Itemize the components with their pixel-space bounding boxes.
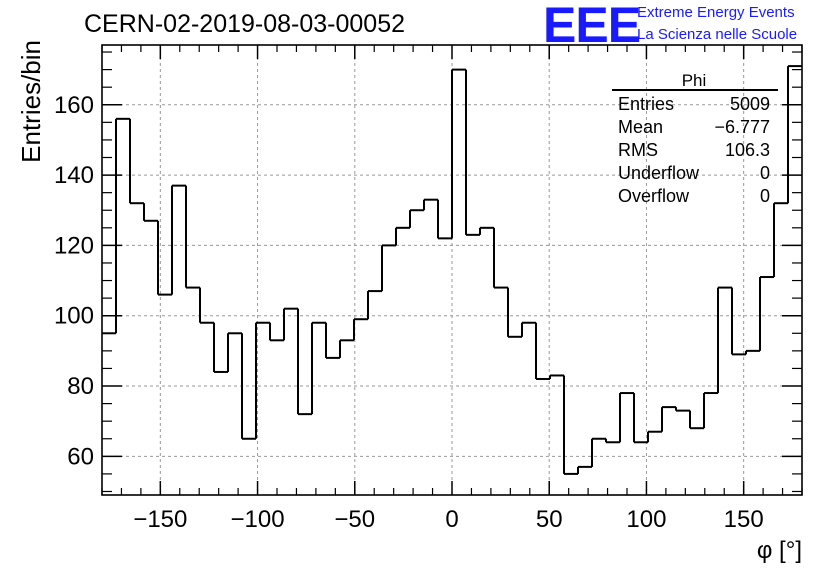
stats-row-value: 0 <box>760 163 770 183</box>
y-tick-label: 120 <box>54 232 94 259</box>
y-tick-label: 60 <box>67 443 94 470</box>
labels-layer: −150 −100 −50 0 50 100 150 60 80 100 120 140 160 <box>54 92 764 533</box>
stats-row-value: 0 <box>760 186 770 206</box>
stats-row-label: Entries <box>618 94 674 114</box>
x-tick-label: 0 <box>445 506 458 533</box>
x-tick-label: 150 <box>724 506 764 533</box>
eee-logo: EEE <box>543 0 641 53</box>
histogram-layer <box>102 65 802 475</box>
stats-row-label: RMS <box>618 140 658 160</box>
y-axis-label: Entries/bin <box>16 40 46 163</box>
eee-logo-line2: La Scienza nelle Scuole <box>637 26 798 43</box>
x-tick-label: 100 <box>626 506 666 533</box>
x-axis-label: φ [°] <box>757 537 802 564</box>
stats-row-label: Overflow <box>618 186 690 206</box>
stats-row-value: −6.777 <box>714 117 770 137</box>
stats-row-value: 106.3 <box>725 140 770 160</box>
y-tick-label: 140 <box>54 162 94 189</box>
y-tick-label: 100 <box>54 303 94 330</box>
stats-row-label: Underflow <box>618 163 700 183</box>
y-tick-label: 160 <box>54 92 94 119</box>
x-tick-label: −50 <box>334 506 375 533</box>
eee-logo-line1: Extreme Energy Events <box>637 4 795 21</box>
x-tick-label: −150 <box>133 506 187 533</box>
x-tick-label: −100 <box>231 506 285 533</box>
stats-row-label: Mean <box>618 117 663 137</box>
plot-frame <box>101 44 803 496</box>
stats-box: Phi Entries 5009 Mean −6.777 RMS 106.3 Underfl… <box>612 71 778 206</box>
y-tick-label: 80 <box>67 373 94 400</box>
stats-row-value: 5009 <box>730 94 770 114</box>
stats-title: Phi <box>682 71 707 90</box>
x-tick-label: 50 <box>536 506 563 533</box>
run-title: CERN-02-2019-08-03-00052 <box>84 10 406 38</box>
